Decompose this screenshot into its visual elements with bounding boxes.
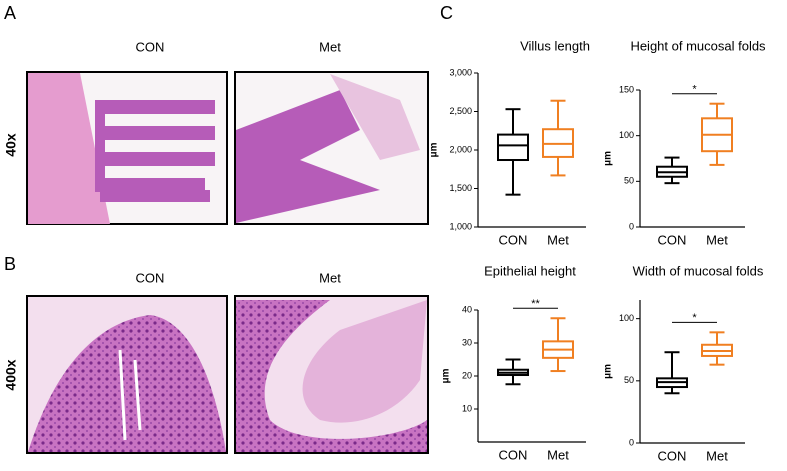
y-tick-label: 0 [629,221,634,231]
panel-label: C [440,3,453,23]
chart-title: Epithelial height [484,263,576,278]
y-tick-label: 0 [629,437,634,447]
y-tick-label: 100 [619,313,634,323]
y-tick-label: 2,500 [449,106,472,116]
panel-label: A [4,3,16,23]
column-label: CON [136,270,165,285]
histology-image [26,295,228,454]
y-tick-label: 1,500 [449,183,472,193]
y-tick-label: 2,000 [449,144,472,154]
x-tick-label: CON [499,447,528,462]
significance-label: * [692,312,697,324]
y-tick-label: 1,000 [449,221,472,231]
y-axis-label: μm [441,368,452,383]
column-label: CON [136,39,165,54]
y-tick-label: 20 [462,370,472,380]
y-tick-label: 3,000 [449,67,472,77]
x-tick-label: CON [658,232,687,247]
box [497,133,529,162]
x-tick-label: Met [706,232,728,247]
histology-image [26,71,228,225]
significance-label: * [692,84,697,96]
chart-title: Height of mucosal folds [630,38,766,53]
y-tick-label: 40 [462,304,472,314]
y-tick-label: 50 [624,375,634,385]
row-label: 40x [3,133,19,157]
column-label: Met [319,39,341,54]
y-tick-label: 100 [619,130,634,140]
x-tick-label: CON [499,232,528,247]
x-tick-label: Met [547,447,569,462]
row-label: 400x [3,359,19,390]
column-label: Met [319,270,341,285]
y-tick-label: 30 [462,337,472,347]
histology-image [234,71,429,225]
x-tick-label: Met [547,232,569,247]
significance-label: ** [531,298,540,310]
chart-title: Villus length [520,38,590,53]
y-axis-label: μm [429,142,440,157]
panel-label: B [4,254,16,274]
x-tick-label: CON [658,448,687,463]
y-axis-label: μm [603,151,614,166]
x-tick-label: Met [706,448,728,463]
chart-title: Width of mucosal folds [633,263,764,278]
y-axis-label: μm [603,364,614,379]
y-tick-label: 150 [619,84,634,94]
y-tick-label: 50 [624,176,634,186]
y-tick-label: 10 [462,403,472,413]
histology-image [234,295,429,454]
